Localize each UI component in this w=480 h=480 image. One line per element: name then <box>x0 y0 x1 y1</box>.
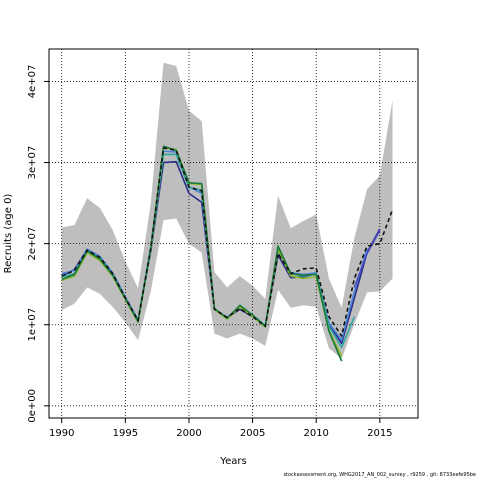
axes: 1990 1995 2000 2005 2010 2015 0e+00 1e+07 2e+07 3… <box>27 65 393 439</box>
y-tick-label: 0e+00 <box>27 389 38 423</box>
y-axis-title: Recruits (age 0) <box>3 194 14 274</box>
x-axis-title: Years <box>219 456 246 467</box>
band-area <box>61 62 393 359</box>
footer-credit: stockassessment.org, WHG2017_AN_002_surv… <box>283 472 476 478</box>
y-tick-label: 4e+07 <box>27 65 38 99</box>
x-tick-label: 2000 <box>176 428 201 439</box>
y-tick-label: 1e+07 <box>27 308 38 342</box>
series-lines <box>61 145 394 362</box>
series-line <box>61 145 343 362</box>
x-tick-label: 1995 <box>113 428 138 439</box>
y-tick-label: 3e+07 <box>27 146 38 180</box>
x-tick-label: 1990 <box>49 428 74 439</box>
x-tick-label: 2010 <box>303 428 328 439</box>
x-tick-label: 2005 <box>240 428 265 439</box>
plot-frame <box>48 48 419 419</box>
confidence-band <box>61 62 393 359</box>
series-line <box>353 230 381 288</box>
series-line <box>61 147 394 337</box>
x-tick-label: 2015 <box>367 428 392 439</box>
y-tick-label: 2e+07 <box>27 227 38 261</box>
